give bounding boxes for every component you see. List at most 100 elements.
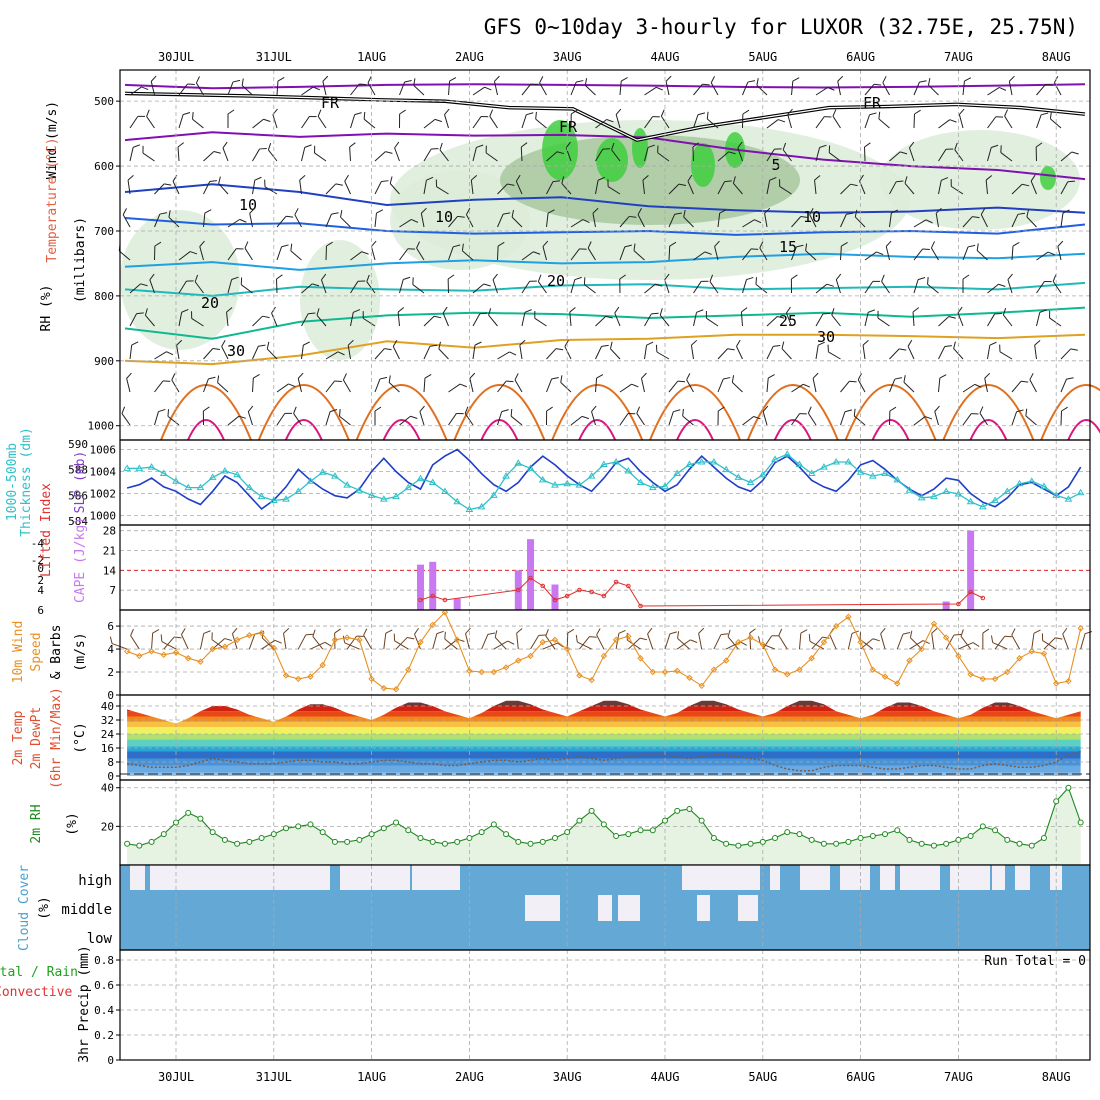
wind-barb — [252, 148, 267, 162]
wind-barb-flag — [208, 376, 216, 380]
wind-barb-flag — [284, 412, 293, 414]
wind-barb-10m-staff — [283, 633, 287, 650]
thickness-marker — [844, 457, 853, 465]
cape-bar — [551, 584, 559, 610]
cloud-high-block — [130, 865, 145, 890]
wind-barb-staff — [785, 312, 792, 327]
wind-barb-10m — [958, 642, 980, 650]
wind-barb-flag — [1049, 111, 1052, 119]
wind-barb-10m-staff — [698, 633, 703, 650]
wind-barb-staff — [366, 281, 376, 294]
wind-barb-flag — [266, 341, 270, 350]
wind-barb-10m — [727, 629, 739, 650]
lifted-index-marker — [968, 589, 973, 595]
precip-3hr-panel: 0.80.60.40.20 — [94, 949, 1091, 1067]
isotherm-label: 10 — [803, 208, 821, 226]
wind-barb-10m-flag — [972, 642, 980, 647]
wind-barb — [485, 145, 498, 162]
wind-barb-flag — [907, 339, 913, 347]
wind-barb — [987, 313, 1002, 327]
thickness-marker — [208, 473, 217, 480]
wind10m-label-4: (m/s) — [73, 632, 88, 671]
wind-barb-staff — [399, 219, 412, 228]
wind-barb-staff — [619, 216, 630, 228]
wind-barb — [607, 179, 621, 195]
rh2m-label-1: 2m RH — [29, 804, 44, 843]
wind-speed-marker — [405, 666, 412, 673]
rh-shading — [120, 210, 240, 350]
wind-barb-staff — [644, 86, 657, 96]
wind-barb-flag — [444, 108, 450, 115]
wind-barb-staff — [840, 380, 850, 393]
date-label-top: 5AUG — [748, 50, 777, 64]
thickness-marker — [978, 502, 987, 510]
wind-barb-10m-staff — [627, 637, 641, 650]
wind-barb-flag — [584, 78, 588, 86]
wind-barb-staff — [853, 415, 866, 426]
wind-speed-marker — [942, 634, 950, 641]
wind-barb-flag — [122, 208, 127, 215]
wind-barb-flag — [582, 219, 590, 224]
wind-barb — [912, 307, 920, 327]
wind-barb — [1036, 280, 1052, 294]
isotherm-line — [124, 306, 1086, 340]
y-tick-label: 500 — [94, 95, 114, 108]
wind-barb-staff — [217, 382, 229, 393]
rh2m-marker — [234, 840, 241, 847]
wind-barb-staff — [240, 284, 253, 294]
wind-barb-10m-staff — [627, 639, 641, 650]
wind-barb-flag — [253, 373, 260, 379]
wind-barb-staff — [755, 283, 768, 294]
wind-barb-staff — [837, 81, 841, 96]
cloud-high-block — [800, 865, 830, 890]
wind-barb — [314, 145, 327, 162]
wind-barb-flag — [732, 176, 736, 184]
wind-barb-staff — [192, 118, 204, 129]
upper-wind-label: Wind (m/s) — [45, 101, 60, 179]
wind-barb — [619, 77, 628, 96]
wind-barb-10m-flag — [1011, 628, 1016, 636]
wind-barb-staff — [742, 248, 752, 261]
wind-barb-staff — [521, 280, 531, 294]
wind-barb — [461, 243, 474, 261]
wind-barb-staff — [864, 114, 871, 129]
wind-barb-flag — [828, 145, 831, 153]
wind-barb-flag — [1047, 251, 1055, 256]
wind-barb-flag — [186, 280, 194, 282]
cloud-mid-block — [738, 895, 758, 921]
wind-barb-staff — [350, 251, 363, 261]
wind-barb — [999, 344, 1013, 360]
temp-color-band — [127, 751, 1081, 759]
wind-barb-flag — [171, 373, 176, 381]
wind-barb-flag — [660, 109, 665, 117]
isotherm-arc-inner — [676, 419, 714, 441]
wind-barb — [644, 144, 655, 162]
wind-barb-10m — [647, 627, 654, 650]
wind-barb-flag — [642, 175, 649, 181]
wind-barb — [864, 280, 881, 294]
wind-barb-flag — [476, 144, 484, 148]
wind-barb-staff — [935, 213, 939, 228]
wind-barb-flag — [218, 176, 221, 184]
wind-barb-staff — [587, 247, 596, 261]
wind-barb — [958, 108, 965, 129]
wind-barb-staff — [397, 312, 400, 327]
wind-barb-10m-flag — [174, 636, 182, 639]
rh2m-marker — [148, 838, 155, 845]
wind-barb-flag — [850, 183, 858, 187]
wind-barb-flag — [1062, 209, 1070, 214]
rh2m-marker — [490, 821, 497, 828]
slp-tick-label: 1006 — [90, 444, 117, 457]
wind-barb-flag — [412, 277, 414, 285]
wind-barb-staff — [1036, 312, 1041, 327]
thickness-marker — [514, 459, 523, 466]
wind-barb — [755, 277, 768, 294]
cape-bar — [527, 539, 535, 610]
wind-barb-10m-staff — [481, 634, 489, 650]
wind-barb-staff — [854, 216, 866, 228]
wind-barb-flag — [728, 151, 736, 155]
wind-barb — [1036, 83, 1053, 96]
thickness-marker — [184, 483, 193, 491]
wind-barb-flag — [449, 77, 457, 82]
